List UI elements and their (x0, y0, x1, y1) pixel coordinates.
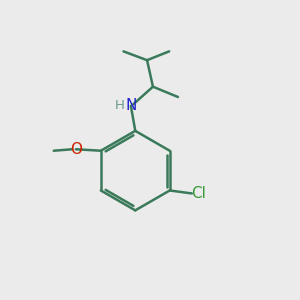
Text: N: N (125, 98, 136, 113)
Text: O: O (70, 142, 82, 157)
Text: H: H (115, 99, 124, 112)
Text: Cl: Cl (191, 186, 206, 201)
